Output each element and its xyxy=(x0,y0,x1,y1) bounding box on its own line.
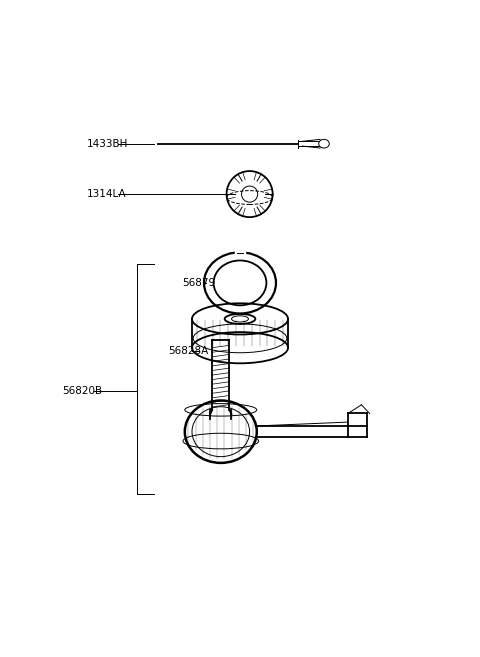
Text: 1433BH: 1433BH xyxy=(86,139,128,148)
Text: 56820B: 56820B xyxy=(62,386,103,396)
Text: 1314LA: 1314LA xyxy=(86,189,126,199)
Text: 56879: 56879 xyxy=(182,278,216,288)
Text: 56828A: 56828A xyxy=(168,346,208,356)
